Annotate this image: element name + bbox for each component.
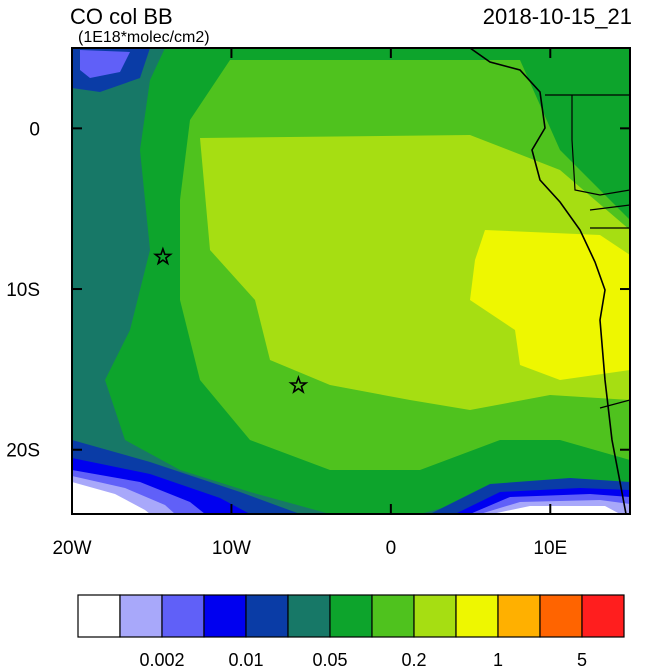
colorbar-box [497,594,541,638]
field [72,48,630,514]
colorbar-box [119,594,163,638]
x-tick-label: 10W [212,538,251,559]
colorbar-box [329,594,373,638]
colorbar-label: 1 [493,650,503,667]
colorbar-label: 5 [577,650,587,667]
station-marker [153,246,173,266]
subtitle: (1E18*molec/cm2) [78,29,210,46]
x-tick-label: 0 [386,538,397,559]
y-tick-label: 20S [6,441,40,462]
map-frame [71,47,631,515]
colorbar-label: 0.05 [312,650,347,667]
x-tick-label: 10E [533,538,567,559]
y-tick-label: 10S [6,280,40,301]
colorbar-box [539,594,583,638]
colorbar-box [455,594,499,638]
colorbar-box [245,594,289,638]
colorbar-label: 0.2 [401,650,426,667]
colorbar-box [371,594,415,638]
colorbar-label: 0.01 [228,650,263,667]
colorbar-label: 0.002 [139,650,184,667]
colorbar-box [77,594,121,638]
title: CO col BB [70,4,173,29]
colorbar-box [413,594,457,638]
x-tick-label: 20W [52,538,91,559]
colorbar-box [203,594,247,638]
time-label: 2018-10-15_21 [483,4,632,29]
colorbar-box [287,594,331,638]
station-marker [288,374,309,394]
colorbar-box [161,594,205,638]
y-tick-label: 0 [29,119,40,140]
colorbar-box [581,594,625,638]
